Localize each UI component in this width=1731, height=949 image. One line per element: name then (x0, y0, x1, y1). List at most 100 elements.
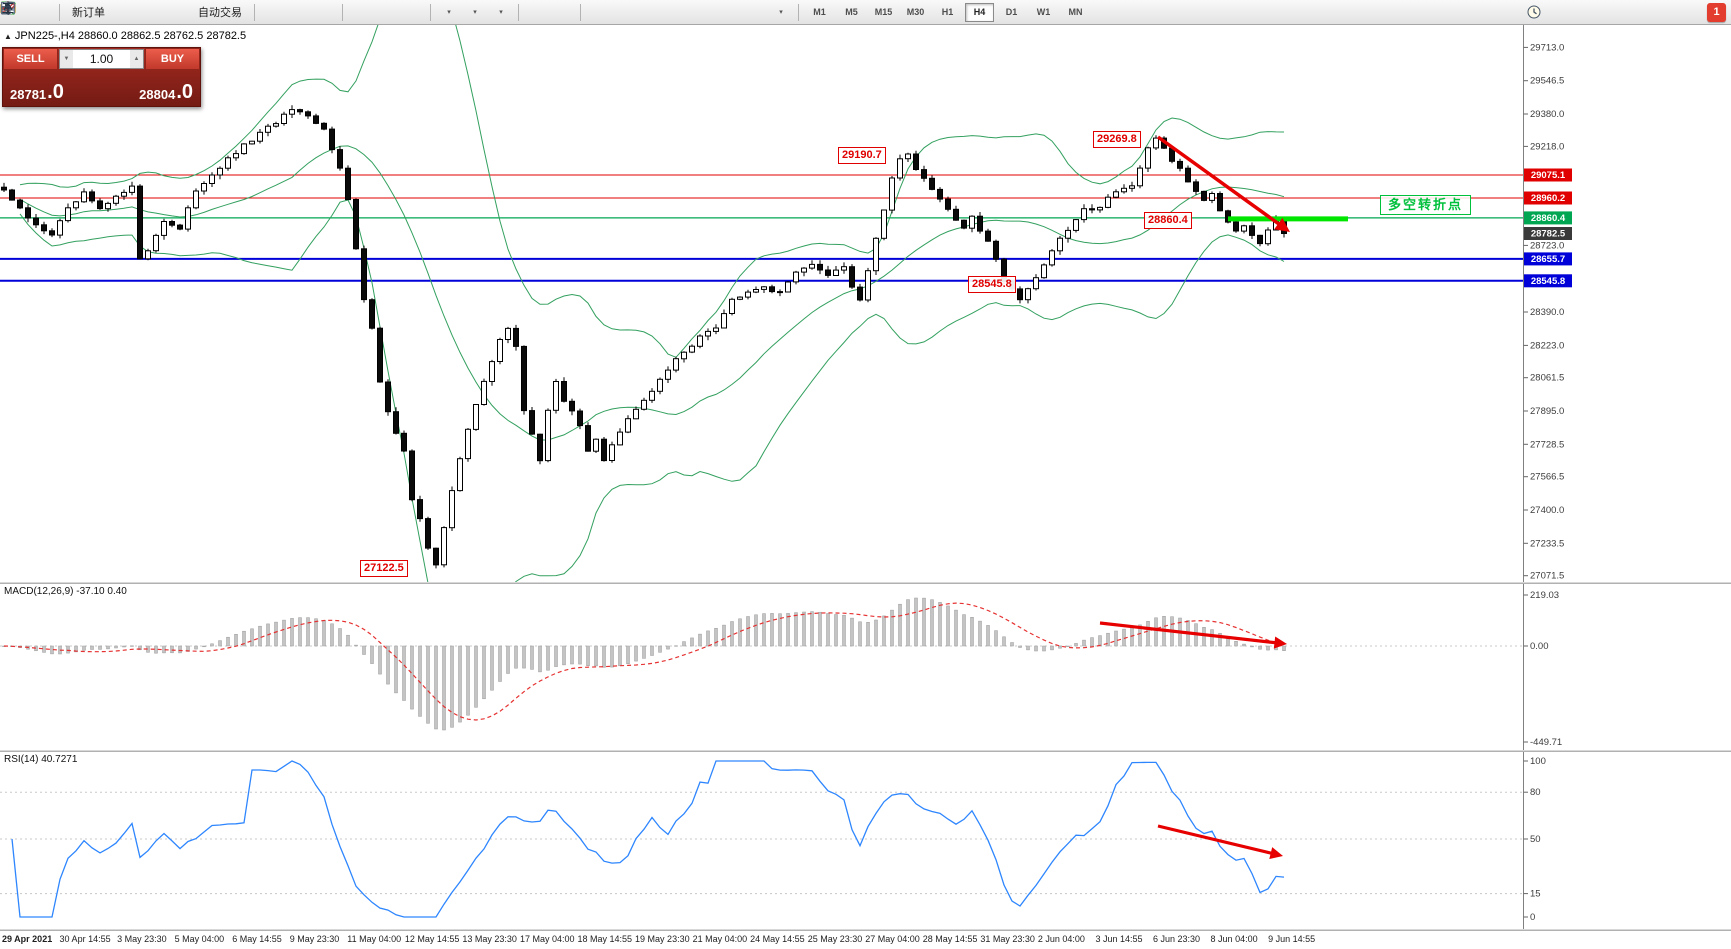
text-icon[interactable] (3, 1, 767, 24)
indicators-icon[interactable]: ▾ (2, 1, 461, 24)
horizontal-line-icon[interactable] (1, 1, 637, 24)
svg-text:0.00: 0.00 (1530, 641, 1549, 652)
svg-text:0: 0 (1530, 912, 1535, 923)
price-badge: 28860.4 (1524, 211, 1572, 225)
fibonacci-icon[interactable] (1, 1, 715, 24)
macd-label: MACD(12,26,9) -37.10 0.40 (4, 586, 127, 597)
trendline-icon[interactable] (1, 1, 663, 24)
time-label: 9 Jun 14:55 (1268, 934, 1316, 944)
line-chart-icon[interactable] (0, 1, 337, 24)
time-label: 24 May 14:55 (750, 934, 805, 944)
chart-ohlc-title: ▲ JPN225-,H4 28860.0 28862.5 28762.5 2878… (4, 30, 246, 42)
price-badge: 28545.8 (1524, 274, 1572, 288)
volume-up-button[interactable]: ▲ (130, 50, 143, 68)
rsi-canvas[interactable]: 100 80 50 15 0 (0, 752, 1731, 929)
arrows-icon[interactable]: ▾ (2, 1, 793, 24)
vertical-line-icon[interactable] (2, 1, 611, 24)
timeframe-h4[interactable]: H4 (965, 2, 994, 22)
rsi-pane[interactable]: 100 80 50 15 0 RSI(14) 40.7271 (0, 752, 1731, 929)
buy-button[interactable]: BUY (145, 48, 200, 70)
notification-badge[interactable]: 1 (1707, 3, 1726, 22)
symbol-title-text: JPN225-,H4 28860.0 28862.5 28762.5 28782… (14, 30, 247, 42)
toolbar-separator (59, 3, 60, 21)
time-label: 8 Jun 04:00 (1210, 934, 1258, 944)
timeframe-mn[interactable]: MN (1068, 7, 1083, 17)
periods-icon[interactable]: ▾ (1, 1, 487, 24)
time-axis[interactable]: 29 Apr 2021 30 Apr 14:55 3 May 23:30 5 May … (0, 931, 1731, 949)
price-annotation[interactable]: 28545.8 (968, 276, 1016, 293)
svg-text:28061.5: 28061.5 (1530, 373, 1564, 384)
trend-arrow[interactable] (1099, 621, 1287, 649)
time-label: 18 May 14:55 (577, 934, 633, 944)
bar-chart-icon[interactable] (2, 1, 285, 24)
svg-text:28390.0: 28390.0 (1530, 307, 1564, 318)
candlestick-chart-icon[interactable] (2, 1, 311, 24)
price-scale[interactable]: 29713.0 29546.5 29380.0 29218.0 28723.0 28390… (1523, 25, 1573, 582)
svg-text:27233.5: 27233.5 (1530, 538, 1564, 549)
new-order-button[interactable]: 新订单 (0, 1, 112, 24)
trend-arrow[interactable] (1156, 135, 1290, 232)
zoom-out-icon[interactable] (1, 1, 399, 24)
sell-button[interactable]: SELL (3, 48, 58, 70)
shapes-icon[interactable] (1, 1, 741, 24)
one-click-trading-panel: SELL ▼ 1.00 ▲ BUY 28781.0 28804.0 (2, 47, 201, 107)
timeframe-m1[interactable]: M1 (813, 7, 826, 17)
svg-text:28655.7: 28655.7 (1531, 254, 1565, 265)
tile-windows-icon[interactable] (1, 1, 425, 24)
time-label: 19 May 23:30 (635, 934, 690, 944)
timeframe-m30[interactable]: M30 (906, 7, 925, 17)
volume-stepper[interactable]: ▼ 1.00 ▲ (59, 49, 144, 69)
zoom-in-icon[interactable] (1, 1, 373, 24)
timeframe-w1[interactable]: W1 (1036, 7, 1051, 17)
time-label: 3 May 23:30 (117, 934, 167, 944)
trade-panel-toggle[interactable]: ▲ (4, 32, 12, 41)
price-annotation[interactable]: 28860.4 (1144, 212, 1192, 229)
equidistant-channel-icon[interactable] (1, 1, 689, 24)
timeframe-d1[interactable]: D1 (1005, 7, 1018, 17)
pane-separator[interactable] (0, 929, 1731, 931)
toolbar-separator (342, 3, 343, 21)
templates-icon[interactable]: ▾ (1, 1, 513, 24)
rsi-label: RSI(14) 40.7271 (4, 754, 78, 765)
time-label: 12 May 14:55 (404, 934, 460, 944)
price-annotation[interactable]: 29269.8 (1093, 131, 1141, 148)
price-annotation[interactable]: 29190.7 (838, 147, 886, 164)
dropdown-arrow-icon[interactable]: ▾ (473, 9, 477, 16)
time-label: 11 May 04:00 (347, 934, 402, 944)
timeframe-m5[interactable]: M5 (845, 7, 858, 17)
candles (1, 105, 1287, 569)
dropdown-arrow-icon[interactable]: ▾ (779, 9, 783, 16)
crosshair-icon[interactable] (1, 1, 575, 24)
terminal-icon[interactable] (1, 1, 164, 24)
profiles-icon[interactable] (1, 1, 54, 24)
toolbar-separator (430, 3, 431, 21)
svg-text:28782.5: 28782.5 (1531, 229, 1566, 240)
timeframe-m15[interactable]: M15 (874, 7, 893, 17)
svg-text:50: 50 (1530, 834, 1541, 845)
svg-text:28723.0: 28723.0 (1530, 240, 1564, 251)
buy-price[interactable]: 28804.0 (139, 81, 193, 103)
macd-canvas[interactable]: 219.03 0.00 -449.71 (0, 584, 1731, 750)
dropdown-arrow-icon[interactable]: ▾ (447, 9, 451, 16)
macd-pane[interactable]: 219.03 0.00 -449.71 MACD(12,26,9) -37.10 0… (0, 584, 1731, 750)
deposit-icon[interactable] (1, 1, 138, 24)
cursor-icon[interactable] (5, 1, 549, 24)
main-chart-canvas[interactable]: 29713.0 29546.5 29380.0 29218.0 28723.0 28390… (0, 25, 1731, 582)
volume-down-button[interactable]: ▼ (60, 50, 73, 68)
time-label: 21 May 04:00 (692, 934, 748, 944)
sell-price[interactable]: 28781.0 (10, 81, 64, 103)
time-label: 31 May 23:30 (980, 934, 1035, 944)
pane-separator[interactable] (0, 582, 1731, 584)
trend-arrow[interactable] (1157, 824, 1283, 859)
svg-text:27400.0: 27400.0 (1530, 505, 1564, 516)
dropdown-arrow-icon[interactable]: ▾ (499, 9, 503, 16)
price-annotation[interactable]: 27122.5 (360, 560, 408, 577)
autotrading-button[interactable]: 自动交易 (4, 1, 249, 24)
clock-icon (1527, 5, 1541, 19)
volume-value[interactable]: 1.00 (89, 52, 114, 66)
webtrader-icon[interactable] (1, 1, 190, 24)
main-chart-pane[interactable]: 29713.0 29546.5 29380.0 29218.0 28723.0 28390… (0, 25, 1731, 582)
turning-point-note[interactable]: 多空转折点 (1380, 195, 1472, 215)
pane-separator[interactable] (0, 750, 1731, 752)
timeframe-h1[interactable]: H1 (941, 7, 954, 17)
